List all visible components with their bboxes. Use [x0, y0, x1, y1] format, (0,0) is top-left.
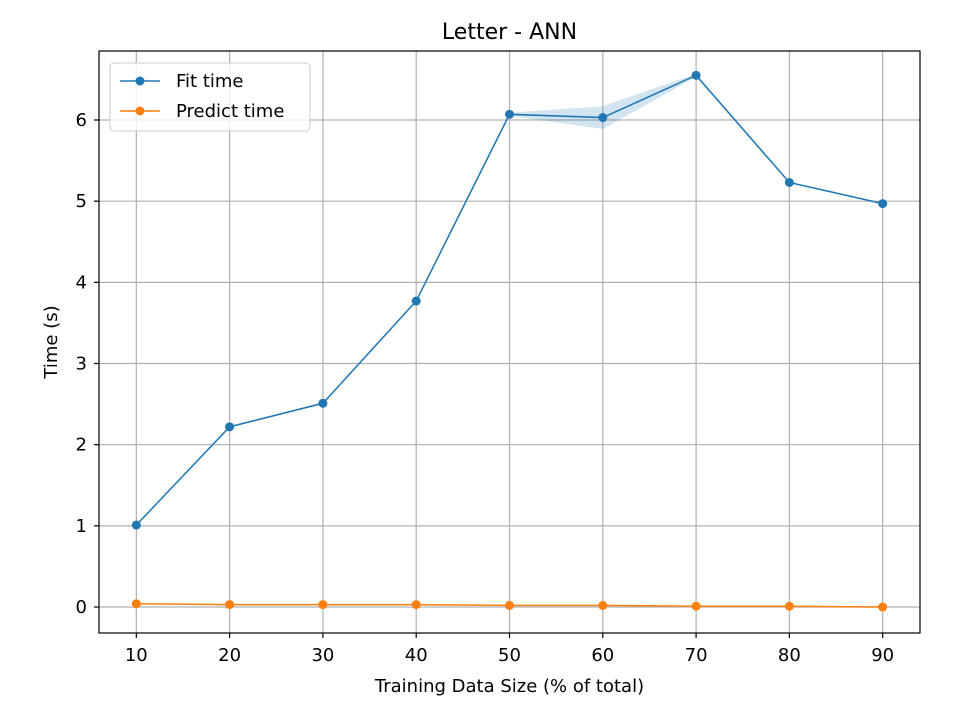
x-tick-label: 80 [778, 645, 801, 666]
fit-time-point [878, 199, 888, 209]
fit-time-point [225, 422, 235, 432]
legend-label-fit-time: Fit time [176, 71, 244, 92]
fit-time-point [784, 177, 794, 187]
y-axis-label: Time (s) [41, 305, 62, 379]
predict-time-point [131, 599, 141, 609]
y-tick-label: 2 [76, 435, 87, 456]
x-tick-label: 40 [405, 645, 428, 666]
y-tick-label: 1 [76, 516, 87, 537]
y-tick-label: 6 [76, 110, 87, 131]
x-tick-label: 70 [685, 645, 708, 666]
predict-time-point [225, 600, 235, 610]
series-points [131, 70, 888, 612]
predict-time-point [318, 600, 328, 610]
predict-time-point [878, 602, 888, 612]
fit-time-point [411, 296, 421, 306]
legend: Fit time Predict time [109, 62, 311, 132]
y-tick-label: 3 [76, 354, 87, 375]
predict-time-point [784, 601, 794, 611]
predict-time-point [411, 600, 421, 610]
fit-time-point [598, 113, 608, 123]
predict-time-point [505, 600, 514, 610]
chart-title: Letter - ANN [442, 20, 577, 45]
legend-label-predict-time: Predict time [176, 101, 284, 122]
fit-time-point [131, 520, 141, 530]
legend-marker-fit-time [135, 76, 145, 86]
legend-marker-predict-time [135, 106, 145, 116]
fit-time-point [318, 398, 328, 408]
predict-time-point [691, 601, 701, 611]
fit-time-point [505, 109, 514, 119]
y-tick-label: 5 [76, 191, 87, 212]
x-tick-label: 90 [871, 645, 894, 666]
y-tick-label: 0 [76, 597, 87, 618]
x-tick-label: 60 [591, 645, 614, 666]
y-axis-ticks: 0 1 2 3 4 5 6 [76, 110, 99, 618]
x-tick-label: 20 [218, 645, 241, 666]
x-tick-label: 10 [125, 645, 148, 666]
y-tick-label: 4 [76, 272, 87, 293]
legend-box [109, 62, 311, 132]
x-tick-label: 30 [311, 645, 334, 666]
x-axis-label: Training Data Size (% of total) [374, 676, 644, 697]
predict-time-point [598, 600, 608, 610]
fit-time-point [691, 70, 701, 80]
x-tick-label: 50 [498, 645, 521, 666]
x-axis-ticks: 10 20 30 40 50 60 70 80 90 [125, 633, 894, 666]
